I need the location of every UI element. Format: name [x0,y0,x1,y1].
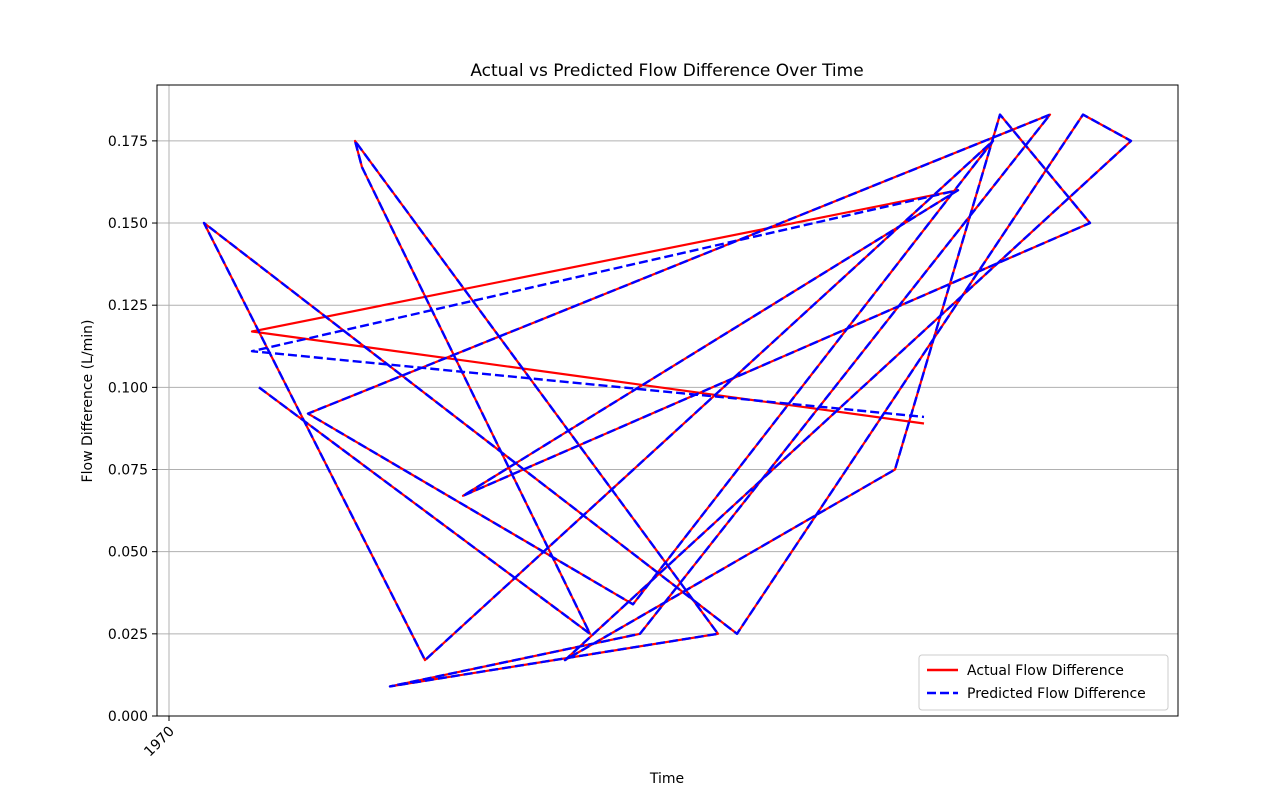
chart-title: Actual vs Predicted Flow Difference Over… [470,61,863,81]
grid-layer [157,85,1178,716]
x-axis-label: Time [649,771,684,787]
legend-label-predicted: Predicted Flow Difference [967,686,1146,702]
legend-box [918,654,1169,711]
y-tick-label: 0.000 [108,709,148,725]
legend-label-actual: Actual Flow Difference [967,663,1124,679]
legend: Actual Flow Difference Predicted Flow Di… [918,654,1169,711]
y-tick-label: 0.075 [108,463,148,479]
y-tick-label: 0.025 [108,627,148,643]
y-tick-label: 0.175 [108,134,148,150]
y-tick-label: 0.125 [108,298,148,314]
series-layer [202,113,1133,688]
y-tick-label: 0.050 [108,545,148,561]
y-tick-label: 0.100 [108,380,148,396]
y-tick-label: 0.150 [108,216,148,232]
plot-frame [156,84,1179,717]
y-axis-label: Flow Difference (L/min) [80,320,96,483]
predicted-line [202,113,1133,688]
